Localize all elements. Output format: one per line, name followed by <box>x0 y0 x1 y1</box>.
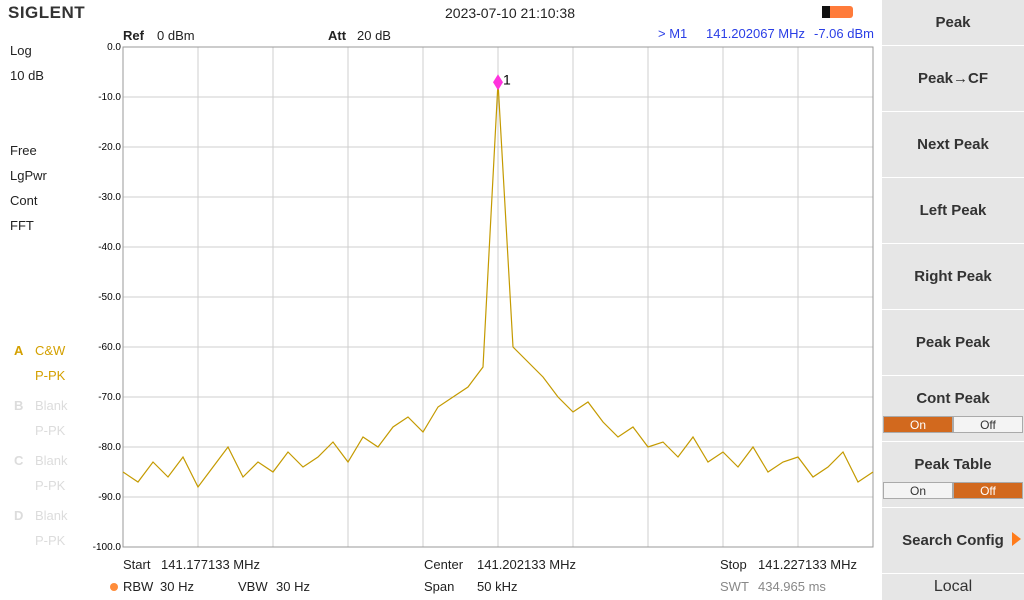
center: 141.202133 MHz <box>477 557 577 572</box>
ref-label: Ref <box>123 28 144 43</box>
toggle-option[interactable]: On <box>883 416 953 433</box>
softkey-menu: Peak Peak→CF Next Peak Left Peak Right Peak P… <box>882 0 1024 600</box>
scale-div: 10 dB <box>10 68 44 83</box>
usb-icon <box>827 6 853 18</box>
mode: Cont <box>10 193 38 208</box>
rbw-indicator <box>110 583 118 591</box>
marker-freq: 141.202067 MHz <box>706 26 806 41</box>
toggle-option[interactable]: Off <box>953 482 1023 499</box>
softkey[interactable]: Peak Peak <box>882 310 1024 375</box>
y-tick-label: -20.0 <box>98 142 121 153</box>
y-tick-label: -60.0 <box>98 342 121 353</box>
trace-name: Blank <box>35 508 68 523</box>
marker-label: 1 <box>503 71 511 87</box>
y-tick-label: 0.0 <box>107 42 121 53</box>
softkey[interactable]: Left Peak <box>882 178 1024 243</box>
start: 141.177133 MHz <box>161 557 261 572</box>
trace-detector: P-PK <box>35 533 66 548</box>
marker-prefix: > M1 <box>658 26 688 41</box>
trace-name: Blank <box>35 453 68 468</box>
y-tick-label: -100.0 <box>93 542 122 553</box>
vbw: 30 Hz <box>276 579 310 594</box>
trace-letter: A <box>14 343 24 358</box>
battery-icon <box>822 6 830 18</box>
trace-detector: P-PK <box>35 368 66 383</box>
start-label: Start <box>123 557 151 572</box>
mode: Free <box>10 143 37 158</box>
y-tick-label: -40.0 <box>98 242 121 253</box>
stop: 141.227133 MHz <box>758 557 858 572</box>
scale: Log <box>10 43 32 58</box>
y-tick-label: -90.0 <box>98 492 121 503</box>
att-value: 20 dB <box>357 28 391 43</box>
ref-value: 0 dBm <box>157 28 195 43</box>
swt: 434.965 ms <box>758 579 826 594</box>
y-tick-label: -70.0 <box>98 392 121 403</box>
mode: FFT <box>10 218 34 233</box>
mode: LgPwr <box>10 168 47 183</box>
swt-label: SWT <box>720 579 749 594</box>
stop-label: Stop <box>720 557 747 572</box>
spectrum-plot: 0.0 -10.0 -20.0 -30.0 -40.0 -50.0 -60.0 -70.0 -8… <box>93 42 874 553</box>
y-tick-label: -30.0 <box>98 192 121 203</box>
att-label: Att <box>328 28 347 43</box>
vbw-label: VBW <box>238 579 268 594</box>
peak-marker <box>493 74 503 91</box>
y-tick-label: -10.0 <box>98 92 121 103</box>
trace-detector: P-PK <box>35 478 66 493</box>
softkey[interactable]: Search Config <box>882 508 1024 573</box>
trace-letter: D <box>14 508 24 523</box>
trace-name: Blank <box>35 398 68 413</box>
menu-footer[interactable]: Local <box>882 574 1024 600</box>
softkey[interactable]: Next Peak <box>882 112 1024 177</box>
span: 50 kHz <box>477 579 518 594</box>
rbw-label: RBW <box>123 579 154 594</box>
softkey[interactable]: Right Peak <box>882 244 1024 309</box>
datetime: 2023-07-10 21:10:38 <box>445 5 575 21</box>
y-tick-label: -80.0 <box>98 442 121 453</box>
marker-level: -7.06 dBm <box>814 26 874 41</box>
trace-letter: B <box>14 398 24 413</box>
center-label: Center <box>424 557 464 572</box>
toggle-option[interactable]: On <box>883 482 953 499</box>
plot-border <box>122 46 874 548</box>
softkey[interactable]: Peak <box>882 0 1024 45</box>
softkey[interactable]: Peak→CF <box>882 46 1024 111</box>
trace-name: C&W <box>35 343 66 358</box>
span-label: Span <box>424 579 455 594</box>
trace-letter: C <box>14 453 24 468</box>
rbw: 30 Hz <box>160 579 194 594</box>
arrow-icon <box>1012 532 1021 546</box>
y-tick-label: -50.0 <box>98 292 121 303</box>
toggle-option[interactable]: Off <box>953 416 1023 433</box>
trace-detector: P-PK <box>35 423 66 438</box>
brand: SIGLENT <box>8 3 86 22</box>
